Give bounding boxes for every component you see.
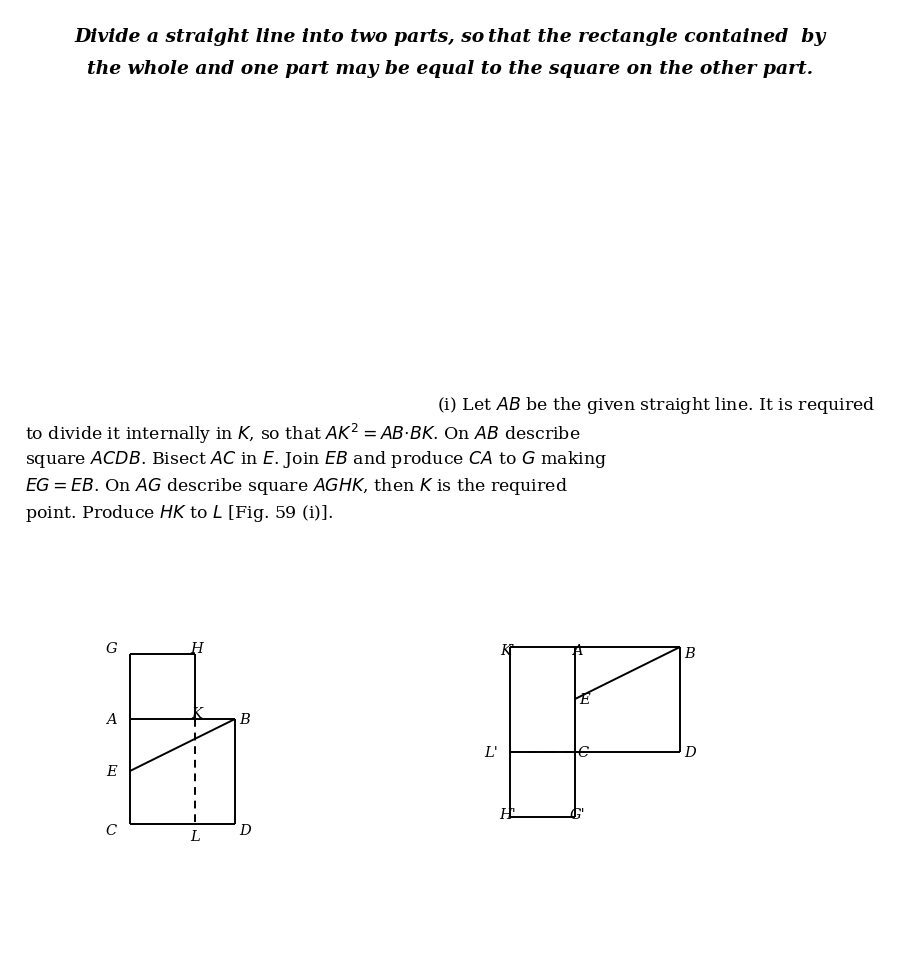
Text: B: B (685, 646, 696, 660)
Text: D: D (684, 745, 696, 760)
Text: A: A (572, 643, 582, 658)
Text: L': L' (484, 745, 498, 760)
Text: $EG = EB$. On $AG$ describe square $AGHK$, then $K$ is the required: $EG = EB$. On $AG$ describe square $AGHK… (25, 476, 568, 497)
Text: square $ACDB$. Bisect $AC$ in $E$. Join $EB$ and produce $CA$ to $G$ making: square $ACDB$. Bisect $AC$ in $E$. Join … (25, 449, 607, 470)
Text: L: L (190, 829, 200, 843)
Text: (i) Let $AB$ be the given straight line. It is required: (i) Let $AB$ be the given straight line.… (393, 395, 875, 416)
Text: Divide a straight line into two parts, so that the rectangle contained  by: Divide a straight line into two parts, s… (75, 28, 825, 46)
Text: A: A (106, 712, 117, 726)
Text: B: B (240, 712, 250, 726)
Text: K: K (192, 706, 203, 720)
Text: the whole and one part may be equal to the square on the other part.: the whole and one part may be equal to t… (86, 60, 813, 78)
Text: E: E (106, 764, 117, 779)
Text: D: D (239, 823, 250, 837)
Text: G: G (105, 641, 117, 656)
Text: C: C (578, 745, 588, 760)
Text: G': G' (569, 807, 585, 821)
Text: K': K' (501, 643, 515, 658)
Text: C: C (105, 823, 117, 837)
Text: to divide it internally in $K$, so that $AK^2 = AB{\cdot}BK$. On $AB$ describe: to divide it internally in $K$, so that … (25, 421, 580, 446)
Text: point. Produce $HK$ to $L$ [Fig. 59 (i)].: point. Produce $HK$ to $L$ [Fig. 59 (i)]… (25, 502, 333, 523)
Text: H': H' (500, 807, 516, 821)
Text: H: H (191, 641, 204, 656)
Text: E: E (579, 692, 590, 706)
